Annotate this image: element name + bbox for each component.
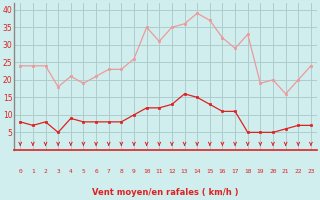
X-axis label: Vent moyen/en rafales ( km/h ): Vent moyen/en rafales ( km/h ) <box>92 188 239 197</box>
